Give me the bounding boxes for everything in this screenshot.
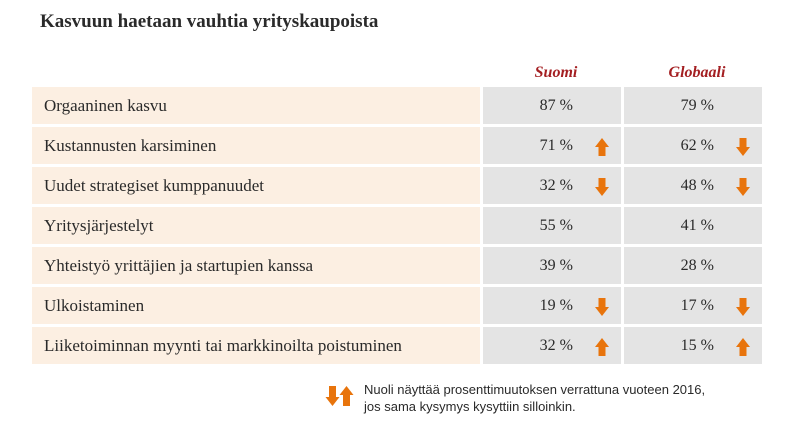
- globaali-cell: 48 %: [624, 167, 762, 204]
- legend-note: Nuoli näyttää prosenttimuutoksen verratt…: [364, 381, 705, 415]
- legend-line-2: jos sama kysymys kysyttiin silloinkin.: [364, 399, 576, 414]
- globaali-value: 79 %: [680, 97, 714, 114]
- globaali-value: 62 %: [680, 137, 714, 154]
- column-header-globaali: Globaali: [668, 64, 726, 81]
- globaali-value: 48 %: [680, 177, 714, 194]
- globaali-cell: 17 %: [624, 287, 762, 324]
- table-row: Liiketoiminnan myynti tai markkinoilta p…: [32, 327, 769, 364]
- suomi-value: 32 %: [539, 177, 573, 194]
- table-row: Uudet strategiset kumppanuudet 32 % 48 %: [32, 167, 769, 204]
- suomi-value: 32 %: [539, 337, 573, 354]
- suomi-cell: 71 %: [483, 127, 621, 164]
- row-label: Yhteistyö yrittäjien ja startupien kanss…: [32, 247, 480, 284]
- suomi-value: 55 %: [539, 217, 573, 234]
- arrow-down-icon: [595, 298, 609, 316]
- table-row: Kustannusten karsiminen 71 % 62 %: [32, 127, 769, 164]
- globaali-cell: 15 %: [624, 327, 762, 364]
- suomi-cell: 55 %: [483, 207, 621, 244]
- row-label: Liiketoiminnan myynti tai markkinoilta p…: [32, 327, 480, 364]
- row-label: Ulkoistaminen: [32, 287, 480, 324]
- arrow-up-icon: [736, 338, 750, 356]
- row-label: Yritysjärjestelyt: [32, 207, 480, 244]
- table-row: Ulkoistaminen 19 % 17 %: [32, 287, 769, 324]
- suomi-value: 39 %: [539, 257, 573, 274]
- data-table: Orgaaninen kasvu 87 % 79 % Kustannusten kar…: [32, 87, 769, 367]
- arrow-down-icon: [736, 298, 750, 316]
- suomi-cell: 19 %: [483, 287, 621, 324]
- row-label: Uudet strategiset kumppanuudet: [32, 167, 480, 204]
- suomi-cell: 87 %: [483, 87, 621, 124]
- page-title: Kasvuun haetaan vauhtia yrityskaupoista: [40, 11, 379, 32]
- arrow-up-icon: [595, 138, 609, 156]
- row-label: Kustannusten karsiminen: [32, 127, 480, 164]
- row-label: Orgaaninen kasvu: [32, 87, 480, 124]
- suomi-cell: 32 %: [483, 167, 621, 204]
- globaali-cell: 62 %: [624, 127, 762, 164]
- globaali-cell: 41 %: [624, 207, 762, 244]
- globaali-value: 28 %: [680, 257, 714, 274]
- suomi-value: 71 %: [539, 137, 573, 154]
- legend-arrows-icon: [325, 386, 354, 406]
- globaali-value: 17 %: [680, 297, 714, 314]
- arrow-up-icon: [595, 338, 609, 356]
- arrow-down-icon: [736, 138, 750, 156]
- suomi-value: 19 %: [539, 297, 573, 314]
- table-row: Orgaaninen kasvu 87 % 79 %: [32, 87, 769, 124]
- suomi-cell: 32 %: [483, 327, 621, 364]
- globaali-value: 15 %: [680, 337, 714, 354]
- globaali-cell: 79 %: [624, 87, 762, 124]
- table-row: Yhteistyö yrittäjien ja startupien kanss…: [32, 247, 769, 284]
- suomi-cell: 39 %: [483, 247, 621, 284]
- arrow-down-icon: [736, 178, 750, 196]
- suomi-value: 87 %: [539, 97, 573, 114]
- column-header-suomi: Suomi: [534, 64, 578, 81]
- legend-line-1: Nuoli näyttää prosenttimuutoksen verratt…: [364, 382, 706, 397]
- globaali-value: 41 %: [680, 217, 714, 234]
- table-row: Yritysjärjestelyt 55 % 41 %: [32, 207, 769, 244]
- globaali-cell: 28 %: [624, 247, 762, 284]
- arrow-down-icon: [595, 178, 609, 196]
